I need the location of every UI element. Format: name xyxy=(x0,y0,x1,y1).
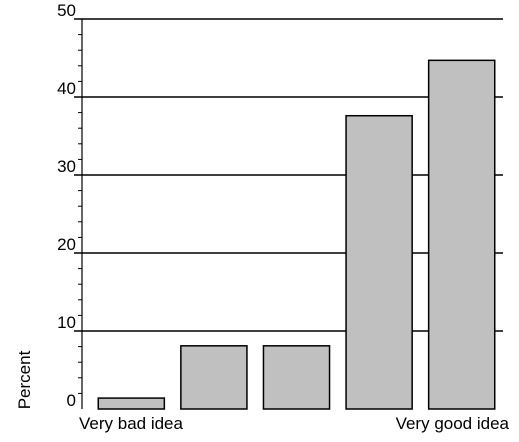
y-axis-label: Percent xyxy=(15,350,34,409)
y-tick-label-40: 40 xyxy=(57,79,76,98)
y-tick-label-0: 0 xyxy=(67,391,76,410)
y-tick-label-20: 20 xyxy=(57,235,76,254)
bar-1 xyxy=(97,397,166,410)
bar-3 xyxy=(262,345,331,410)
y-tick-label-50: 50 xyxy=(57,1,76,20)
x-label-very-bad-idea: Very bad idea xyxy=(79,414,184,433)
bar-4 xyxy=(345,114,413,410)
y-tick-label-30: 30 xyxy=(57,157,76,176)
bar-5 xyxy=(427,59,496,410)
y-tick-labels: 0 10 20 30 40 50 xyxy=(57,1,76,410)
minor-ticks xyxy=(78,34,82,394)
x-label-very-good-idea: Very good idea xyxy=(396,414,510,433)
y-tick-label-10: 10 xyxy=(57,313,76,332)
bar-2 xyxy=(180,345,248,410)
bars xyxy=(97,59,496,410)
